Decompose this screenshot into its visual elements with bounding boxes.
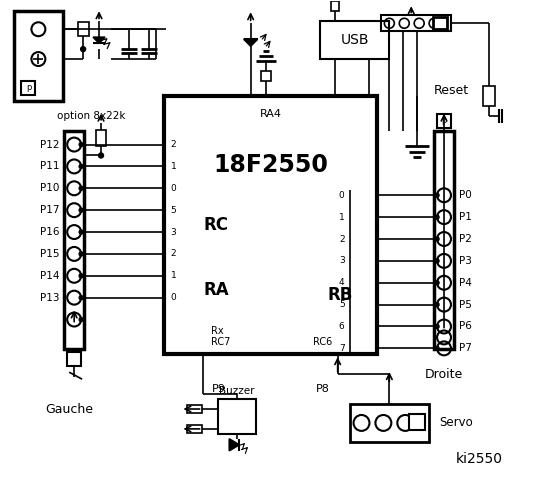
Bar bbox=[437, 114, 451, 128]
Text: P13: P13 bbox=[40, 293, 59, 303]
Text: P16: P16 bbox=[40, 227, 59, 237]
Text: P3: P3 bbox=[459, 256, 472, 266]
Bar bbox=[186, 405, 202, 413]
Circle shape bbox=[79, 230, 83, 234]
Text: USB: USB bbox=[340, 33, 369, 47]
Circle shape bbox=[98, 153, 103, 158]
Bar bbox=[186, 425, 202, 433]
Bar bbox=[13, 12, 63, 101]
Bar bbox=[349, 404, 429, 442]
Circle shape bbox=[81, 47, 86, 51]
Text: Rx: Rx bbox=[211, 326, 224, 336]
Circle shape bbox=[79, 143, 83, 146]
Text: 0: 0 bbox=[339, 191, 345, 200]
Bar bbox=[78, 22, 89, 36]
Bar bbox=[67, 352, 81, 366]
Text: P11: P11 bbox=[40, 161, 59, 171]
Text: 0: 0 bbox=[171, 293, 176, 302]
Bar bbox=[382, 15, 451, 31]
Bar bbox=[331, 1, 338, 12]
Circle shape bbox=[79, 252, 83, 256]
Circle shape bbox=[435, 302, 439, 307]
Text: P15: P15 bbox=[40, 249, 59, 259]
Text: P1: P1 bbox=[459, 212, 472, 222]
Circle shape bbox=[79, 186, 83, 190]
Text: P8: P8 bbox=[316, 384, 330, 394]
Text: 2: 2 bbox=[171, 140, 176, 149]
Text: P14: P14 bbox=[40, 271, 59, 281]
Bar bbox=[433, 17, 447, 29]
Circle shape bbox=[435, 215, 439, 219]
Text: P5: P5 bbox=[459, 300, 472, 310]
Text: 5: 5 bbox=[339, 300, 345, 309]
Text: 1: 1 bbox=[339, 213, 345, 222]
Polygon shape bbox=[229, 439, 239, 451]
Text: 1: 1 bbox=[171, 162, 176, 171]
Circle shape bbox=[79, 208, 83, 212]
Circle shape bbox=[435, 193, 439, 197]
Text: P2: P2 bbox=[459, 234, 472, 244]
Text: RA: RA bbox=[204, 281, 229, 299]
Text: Servo: Servo bbox=[439, 417, 473, 430]
Text: P4: P4 bbox=[459, 278, 472, 288]
Polygon shape bbox=[93, 37, 105, 43]
Text: P9: P9 bbox=[211, 384, 225, 394]
Circle shape bbox=[435, 259, 439, 263]
Text: Gauche: Gauche bbox=[45, 403, 93, 416]
Text: 4: 4 bbox=[339, 278, 345, 287]
Text: 3: 3 bbox=[339, 256, 345, 265]
Text: P17: P17 bbox=[40, 205, 59, 215]
Bar bbox=[164, 96, 377, 354]
Text: 6: 6 bbox=[339, 322, 345, 331]
Circle shape bbox=[435, 281, 439, 285]
Text: RC: RC bbox=[204, 216, 228, 234]
Text: P7: P7 bbox=[459, 343, 472, 353]
Circle shape bbox=[435, 347, 439, 350]
Text: 7: 7 bbox=[339, 344, 345, 353]
Text: 3: 3 bbox=[171, 228, 176, 237]
Bar bbox=[64, 131, 84, 349]
Bar bbox=[260, 71, 270, 81]
Text: Buzzer: Buzzer bbox=[220, 386, 255, 396]
Text: RC6: RC6 bbox=[313, 337, 332, 348]
Bar bbox=[483, 86, 495, 106]
Text: Reset: Reset bbox=[434, 84, 469, 97]
Text: p: p bbox=[441, 116, 447, 125]
Text: P0: P0 bbox=[459, 190, 472, 200]
Circle shape bbox=[79, 318, 83, 322]
Text: RA4: RA4 bbox=[259, 109, 281, 119]
Text: p: p bbox=[26, 84, 31, 92]
Circle shape bbox=[435, 237, 439, 241]
Circle shape bbox=[435, 324, 439, 328]
Bar bbox=[434, 131, 454, 349]
Bar bbox=[218, 399, 256, 434]
Bar bbox=[320, 21, 389, 59]
Text: P12: P12 bbox=[40, 140, 59, 150]
Circle shape bbox=[79, 165, 83, 168]
Bar bbox=[409, 414, 425, 430]
Text: 0: 0 bbox=[171, 184, 176, 193]
Text: 18F2550: 18F2550 bbox=[213, 154, 328, 178]
Text: P6: P6 bbox=[459, 322, 472, 332]
Text: 5: 5 bbox=[171, 205, 176, 215]
Text: RB: RB bbox=[328, 286, 353, 304]
Text: 1: 1 bbox=[171, 271, 176, 280]
Text: 2: 2 bbox=[171, 250, 176, 258]
Text: Droite: Droite bbox=[425, 368, 463, 381]
Circle shape bbox=[79, 296, 83, 300]
Text: ki2550: ki2550 bbox=[455, 452, 502, 466]
Bar bbox=[96, 130, 106, 145]
Text: P10: P10 bbox=[40, 183, 59, 193]
Bar bbox=[22, 81, 35, 95]
Text: 2: 2 bbox=[339, 235, 345, 243]
Text: option 8x22k: option 8x22k bbox=[57, 111, 126, 121]
Circle shape bbox=[79, 274, 83, 278]
Text: RC7: RC7 bbox=[211, 337, 231, 348]
Polygon shape bbox=[244, 39, 258, 46]
